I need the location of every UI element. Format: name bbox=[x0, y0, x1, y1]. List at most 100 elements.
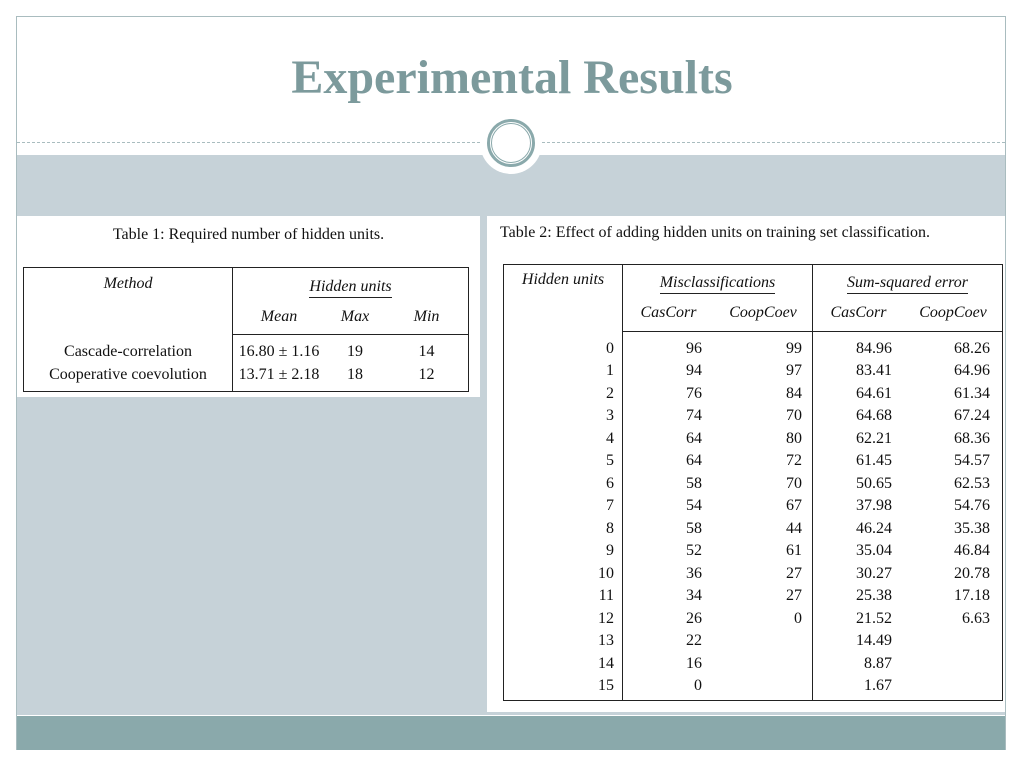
table1-cell-method: Cooperative coevolution bbox=[23, 363, 233, 387]
table2-cell-misclass-coopcoev bbox=[714, 630, 813, 653]
table2-cell-sse-coopcoev bbox=[904, 675, 1003, 698]
table2-cell-misclass-coopcoev: 97 bbox=[714, 360, 813, 383]
table2-row: 4 64 80 62.21 68.36 bbox=[503, 427, 1003, 450]
table2-cell-misclass-cascorr: 0 bbox=[694, 677, 702, 695]
table1-panel: Table 1: Required number of hidden units… bbox=[17, 216, 480, 397]
table2-row: 3 74 70 64.68 67.24 bbox=[503, 405, 1003, 428]
table1: Method Hidden units Mean Max Min Cascade… bbox=[23, 267, 469, 392]
table2-cell-misclass-coopcoev: 70 bbox=[714, 472, 813, 495]
table2-cell-misclass-cascorr: 22 bbox=[686, 632, 702, 650]
table2-cell-sse-coopcoev: 54.57 bbox=[954, 452, 990, 470]
table2-cell-hidden-units: 4 bbox=[503, 427, 623, 450]
table2-cell-sse-coopcoev: 46.84 bbox=[954, 542, 990, 560]
table2-cell-misclass-cascorr: 58 bbox=[686, 519, 702, 537]
table2: Hidden units Misclassifications Sum-squa… bbox=[503, 264, 1003, 701]
table2-panel: Table 2: Effect of adding hidden units o… bbox=[487, 216, 1005, 712]
table2-cell-sse-coopcoev: 68.36 bbox=[954, 429, 990, 447]
table2-row: 12 26 0 21.52 6.63 bbox=[503, 607, 1003, 630]
inner-ring-ornament bbox=[491, 123, 531, 163]
table2-cell-misclass-coopcoev: 61 bbox=[714, 540, 813, 563]
table1-header-group-label: Hidden units bbox=[309, 278, 392, 298]
table2-cell-hidden-units: 5 bbox=[503, 450, 623, 473]
table1-header-method: Method bbox=[23, 267, 233, 335]
table2-caption: Table 2: Effect of adding hidden units o… bbox=[500, 224, 931, 241]
table2-cell-sse-cascorr: 46.24 bbox=[856, 519, 892, 537]
table2-cell-sse-cascorr: 61.45 bbox=[856, 452, 892, 470]
table1-cell-method: Cascade-correlation bbox=[23, 340, 233, 364]
table2-row: 10 36 27 30.27 20.78 bbox=[503, 562, 1003, 585]
table2-row: 11 34 27 25.38 17.18 bbox=[503, 585, 1003, 608]
table2-cell-hidden-units: 12 bbox=[503, 607, 623, 630]
table1-cell-min: 12 bbox=[418, 366, 435, 383]
table2-row: 5 64 72 61.45 54.57 bbox=[503, 450, 1003, 473]
table2-cell-sse-cascorr: 64.61 bbox=[856, 384, 892, 402]
table2-cell-misclass-coopcoev: 67 bbox=[714, 495, 813, 518]
table2-cell-misclass-cascorr: 64 bbox=[686, 452, 702, 470]
table2-cell-misclass-cascorr: 96 bbox=[686, 339, 702, 357]
ring-ornament bbox=[487, 119, 535, 167]
table1-header-max: Max bbox=[325, 299, 385, 335]
table2-cell-sse-cascorr: 64.68 bbox=[856, 407, 892, 425]
table2-header-coopcoev-1: CoopCoev bbox=[714, 295, 813, 332]
table2-row: 6 58 70 50.65 62.53 bbox=[503, 472, 1003, 495]
table2-row: 14 16 8.87 bbox=[503, 652, 1003, 675]
table2-row: 2 76 84 64.61 61.34 bbox=[503, 382, 1003, 405]
table1-cell-min: 14 bbox=[418, 343, 435, 360]
table2-cell-sse-coopcoev: 62.53 bbox=[954, 474, 990, 492]
table1-header-mean: Mean bbox=[232, 299, 325, 335]
table2-cell-misclass-cascorr: 34 bbox=[686, 587, 702, 605]
table2-cell-sse-cascorr: 83.41 bbox=[856, 362, 892, 380]
table2-cell-misclass-coopcoev bbox=[714, 675, 813, 698]
footer-bar bbox=[17, 716, 1005, 750]
table2-cell-misclass-cascorr: 58 bbox=[686, 474, 702, 492]
table2-header-cascorr-1: CasCorr bbox=[622, 295, 714, 332]
table2-row: 15 0 1.67 bbox=[503, 675, 1003, 698]
table1-row: Cascade-correlation 16.80 ± 1.16 19 14 bbox=[23, 340, 469, 364]
table1-cell-max: 18 bbox=[347, 366, 363, 383]
table2-cell-hidden-units: 7 bbox=[503, 495, 623, 518]
table1-row: Cooperative coevolution 13.71 ± 2.18 18 12 bbox=[23, 363, 469, 387]
table2-cell-misclass-cascorr: 16 bbox=[686, 654, 702, 672]
table2-cell-sse-cascorr: 25.38 bbox=[856, 587, 892, 605]
slide-title: Experimental Results bbox=[291, 51, 733, 104]
table2-cell-sse-coopcoev: 54.76 bbox=[954, 497, 990, 515]
table2-cell-hidden-units: 13 bbox=[503, 630, 623, 653]
table2-cell-hidden-units: 15 bbox=[503, 675, 623, 698]
table2-cell-misclass-cascorr: 52 bbox=[686, 542, 702, 560]
table2-cell-misclass-coopcoev bbox=[714, 652, 813, 675]
table2-cell-hidden-units: 2 bbox=[503, 382, 623, 405]
table2-row: 8 58 44 46.24 35.38 bbox=[503, 517, 1003, 540]
table2-row: 9 52 61 35.04 46.84 bbox=[503, 540, 1003, 563]
table2-cell-sse-coopcoev: 68.26 bbox=[954, 339, 990, 357]
table2-cell-misclass-cascorr: 54 bbox=[686, 497, 702, 515]
table1-header-min: Min bbox=[385, 299, 469, 335]
table2-header-misclassifications: Misclassifications bbox=[622, 264, 813, 296]
table2-cell-sse-coopcoev: 6.63 bbox=[962, 609, 990, 627]
table2-cell-sse-coopcoev: 20.78 bbox=[954, 564, 990, 582]
table2-cell-hidden-units: 8 bbox=[503, 517, 623, 540]
table2-cell-misclass-cascorr: 64 bbox=[686, 429, 702, 447]
table2-cell-sse-coopcoev bbox=[904, 630, 1003, 653]
table2-cell-sse-coopcoev: 35.38 bbox=[954, 519, 990, 537]
table2-header-cascorr-2: CasCorr bbox=[812, 295, 904, 332]
table2-cell-sse-cascorr: 62.21 bbox=[856, 429, 892, 447]
table1-cell-mean: 13.71 ± 2.18 bbox=[238, 366, 320, 383]
table2-cell-misclass-coopcoev: 80 bbox=[714, 427, 813, 450]
table2-cell-hidden-units: 6 bbox=[503, 472, 623, 495]
table2-cell-sse-cascorr: 35.04 bbox=[856, 542, 892, 560]
table2-cell-misclass-cascorr: 36 bbox=[686, 564, 702, 582]
table2-cell-sse-cascorr: 37.98 bbox=[856, 497, 892, 515]
table2-cell-sse-cascorr: 84.96 bbox=[856, 339, 892, 357]
table2-cell-hidden-units: 9 bbox=[503, 540, 623, 563]
table2-cell-misclass-coopcoev: 27 bbox=[714, 585, 813, 608]
table2-header-coopcoev-2: CoopCoev bbox=[904, 295, 1003, 332]
table2-cell-sse-cascorr: 50.65 bbox=[856, 474, 892, 492]
table2-cell-hidden-units: 1 bbox=[503, 360, 623, 383]
table2-cell-sse-cascorr: 1.67 bbox=[864, 677, 892, 695]
table2-cell-misclass-coopcoev: 44 bbox=[714, 517, 813, 540]
table2-cell-sse-coopcoev: 17.18 bbox=[954, 587, 990, 605]
table2-header-sse-label: Sum-squared error bbox=[846, 274, 969, 294]
table2-row: 1 94 97 83.41 64.96 bbox=[503, 360, 1003, 383]
table2-cell-misclass-coopcoev: 84 bbox=[714, 382, 813, 405]
table1-cell-mean: 16.80 ± 1.16 bbox=[238, 343, 320, 360]
